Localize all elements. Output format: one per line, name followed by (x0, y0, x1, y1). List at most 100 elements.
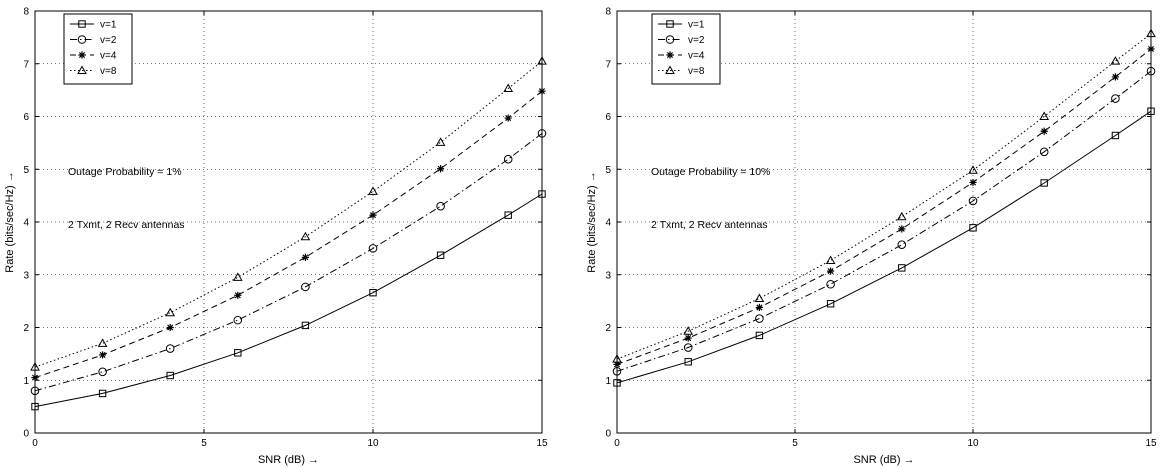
annotation-text: Outage Probability = 1% (68, 166, 182, 178)
square-marker (898, 264, 906, 272)
triangle-marker (1110, 56, 1121, 65)
series-v=1 (31, 190, 546, 411)
y-tick-label: 5 (605, 165, 611, 176)
square-marker (613, 379, 621, 387)
legend-label: v=4 (688, 51, 705, 62)
y-tick-label: 3 (605, 270, 611, 281)
circle-marker (1039, 147, 1049, 157)
triangle-marker (1039, 111, 1050, 120)
y-tick-label: 1 (23, 376, 29, 387)
circle-marker (233, 315, 243, 325)
legend: v=1 v=2 v=4 v=8 (63, 13, 133, 85)
square-marker (538, 190, 546, 198)
star-marker (969, 178, 977, 187)
x-tick-label: 15 (1145, 438, 1157, 449)
triangle-marker (165, 307, 176, 317)
annotation-text: 2 Txmt, 2 Recv antennas (68, 219, 185, 231)
square-marker (31, 402, 39, 411)
legend: v=1 v=2 v=4 v=8 (651, 13, 721, 85)
y-tick-label: 2 (23, 323, 29, 334)
triangle-marker (97, 338, 108, 347)
legend-label: v=8 (688, 66, 705, 77)
triangle-marker (30, 362, 40, 371)
series-line (616, 110, 1152, 384)
triangle-marker (612, 354, 622, 363)
y-tick-label: 8 (605, 7, 611, 18)
star-marker (99, 351, 107, 359)
square-marker (1040, 179, 1048, 187)
triangle-marker (683, 326, 694, 335)
star-marker (31, 374, 39, 382)
circle-marker (755, 314, 764, 323)
circle-marker (301, 282, 310, 292)
grid-lines (617, 11, 1151, 433)
circle-marker (503, 154, 513, 164)
x-tick-label: 10 (367, 438, 379, 449)
y-tick-label: 2 (605, 323, 611, 334)
star-marker (1111, 73, 1119, 81)
circle-marker (98, 367, 107, 377)
y-tick-label: 6 (605, 112, 611, 123)
square-marker (666, 20, 674, 28)
square-marker (98, 389, 107, 398)
square-marker (436, 251, 445, 259)
circle-marker (165, 344, 175, 353)
circle-marker (436, 201, 445, 211)
series-line (34, 133, 543, 392)
triangle-marker (665, 65, 675, 74)
y-tick-label: 0 (23, 429, 29, 440)
series-v=4 (613, 45, 1155, 369)
star-marker (1147, 45, 1155, 53)
star-marker (369, 211, 377, 219)
circle-marker (826, 279, 835, 289)
legend-label: v=4 (100, 51, 117, 62)
series-v=2 (30, 129, 547, 396)
y-axis-label: Rate (bits/sec/Hz) → (586, 171, 598, 272)
square-marker (369, 288, 377, 297)
series-line (616, 70, 1152, 372)
star-marker (827, 267, 835, 275)
star-marker (504, 114, 512, 122)
x-tick-label: 5 (792, 438, 798, 449)
annotation-text: Outage Probability = 10% (651, 166, 770, 178)
y-tick-label: 8 (23, 7, 29, 18)
star-marker (301, 253, 309, 261)
series-line (34, 193, 543, 408)
circle-marker (77, 35, 87, 44)
series-line (616, 33, 1152, 360)
triangle-marker (435, 137, 446, 146)
circle-marker (537, 129, 547, 138)
star-marker (1040, 127, 1048, 135)
legend-label: v=1 (688, 20, 705, 31)
square-marker (301, 321, 310, 330)
square-marker (234, 349, 242, 357)
triangle-marker (825, 255, 836, 265)
square-marker (969, 224, 977, 232)
y-tick-label: 0 (605, 429, 611, 440)
y-tick-label: 4 (23, 218, 29, 229)
x-tick-label: 0 (32, 438, 38, 449)
circle-marker (665, 35, 675, 44)
triangle-marker (896, 211, 907, 221)
y-tick-label: 6 (23, 112, 29, 123)
triangle-marker (232, 272, 243, 281)
x-tick-label: 15 (536, 438, 548, 449)
y-tick-label: 7 (605, 59, 611, 70)
square-marker (166, 371, 174, 380)
square-marker (1147, 107, 1155, 115)
annotation-text: 2 Txmt, 2 Recv antennas (651, 219, 768, 231)
legend-label: v=2 (688, 35, 705, 46)
circle-marker (1146, 66, 1156, 76)
chart-panel-1: 0 1 2 3 4 5 6 7 8 0 5 10 15 SNR (dB) → Rate (bits/sec/… (4, 7, 548, 467)
square-marker (755, 331, 764, 340)
star-marker (684, 334, 692, 342)
triangle-marker (968, 165, 978, 174)
triangle-marker (503, 83, 514, 93)
chart-panel-2: 0 1 2 3 4 5 6 7 8 0 5 10 15 SNR (dB) → Rate (bits/sec/… (586, 7, 1157, 467)
circle-marker (968, 196, 978, 206)
star-marker (898, 225, 906, 233)
circle-marker (683, 343, 693, 352)
x-tick-label: 10 (967, 438, 979, 449)
y-axis-label: Rate (bits/sec/Hz) → (4, 171, 16, 272)
